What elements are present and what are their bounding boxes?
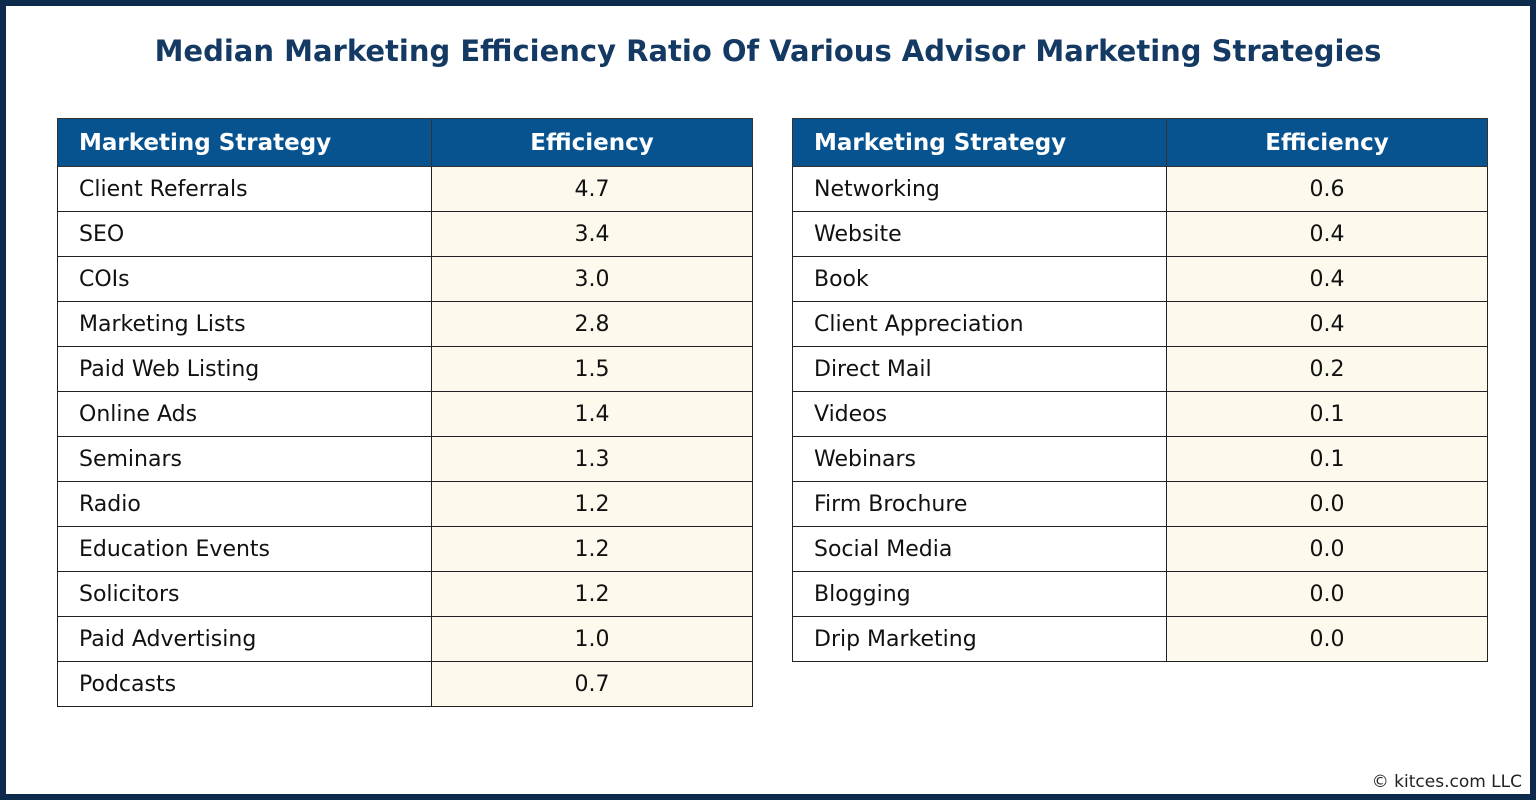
column-header-strategy: Marketing Strategy bbox=[792, 118, 1167, 167]
table-row: Webinars 0.1 bbox=[792, 436, 1488, 482]
table-row: Firm Brochure 0.0 bbox=[792, 481, 1488, 527]
efficiency-cell: 1.2 bbox=[431, 481, 753, 527]
efficiency-cell: 0.6 bbox=[1166, 166, 1488, 212]
strategy-cell: Webinars bbox=[792, 436, 1167, 482]
table-row: Blogging 0.0 bbox=[792, 571, 1488, 617]
table-row: Solicitors 1.2 bbox=[57, 571, 753, 617]
efficiency-cell: 1.5 bbox=[431, 346, 753, 392]
efficiency-cell: 1.0 bbox=[431, 616, 753, 662]
efficiency-cell: 1.2 bbox=[431, 571, 753, 617]
table-row: Videos 0.1 bbox=[792, 391, 1488, 437]
efficiency-cell: 0.1 bbox=[1166, 436, 1488, 482]
strategy-cell: Online Ads bbox=[57, 391, 432, 437]
efficiency-cell: 1.3 bbox=[431, 436, 753, 482]
column-header-efficiency: Efficiency bbox=[431, 118, 753, 167]
strategy-cell: Radio bbox=[57, 481, 432, 527]
strategy-cell: Blogging bbox=[792, 571, 1167, 617]
strategy-cell: Education Events bbox=[57, 526, 432, 572]
strategy-cell: Seminars bbox=[57, 436, 432, 482]
efficiency-cell: 0.0 bbox=[1166, 526, 1488, 572]
table-row: Radio 1.2 bbox=[57, 481, 753, 527]
table-row: Paid Advertising 1.0 bbox=[57, 616, 753, 662]
page-title: Median Marketing Efficiency Ratio Of Var… bbox=[154, 34, 1382, 68]
strategy-cell: Networking bbox=[792, 166, 1167, 212]
strategy-cell: Social Media bbox=[792, 526, 1167, 572]
efficiency-cell: 0.1 bbox=[1166, 391, 1488, 437]
strategy-cell: Paid Advertising bbox=[57, 616, 432, 662]
efficiency-cell: 0.0 bbox=[1166, 616, 1488, 662]
efficiency-cell: 4.7 bbox=[431, 166, 753, 212]
table-row: Direct Mail 0.2 bbox=[792, 346, 1488, 392]
efficiency-table-right: Marketing Strategy Efficiency Networking… bbox=[792, 118, 1488, 662]
efficiency-cell: 3.4 bbox=[431, 211, 753, 257]
table-row: Online Ads 1.4 bbox=[57, 391, 753, 437]
table-row: Networking 0.6 bbox=[792, 166, 1488, 212]
efficiency-cell: 0.2 bbox=[1166, 346, 1488, 392]
strategy-cell: Paid Web Listing bbox=[57, 346, 432, 392]
strategy-cell: Podcasts bbox=[57, 661, 432, 707]
table-row: Book 0.4 bbox=[792, 256, 1488, 302]
strategy-cell: Direct Mail bbox=[792, 346, 1167, 392]
strategy-cell: Marketing Lists bbox=[57, 301, 432, 347]
efficiency-cell: 0.0 bbox=[1166, 481, 1488, 527]
strategy-cell: SEO bbox=[57, 211, 432, 257]
efficiency-table-left: Marketing Strategy Efficiency Client Ref… bbox=[57, 118, 753, 707]
strategy-cell: Drip Marketing bbox=[792, 616, 1167, 662]
table-row: Podcasts 0.7 bbox=[57, 661, 753, 707]
table-row: Website 0.4 bbox=[792, 211, 1488, 257]
strategy-cell: Solicitors bbox=[57, 571, 432, 617]
table-row: Social Media 0.0 bbox=[792, 526, 1488, 572]
efficiency-cell: 1.2 bbox=[431, 526, 753, 572]
efficiency-cell: 3.0 bbox=[431, 256, 753, 302]
header-row: Marketing Strategy Efficiency bbox=[792, 118, 1488, 167]
efficiency-cell: 2.8 bbox=[431, 301, 753, 347]
table-row: Client Referrals 4.7 bbox=[57, 166, 753, 212]
header-row: Marketing Strategy Efficiency bbox=[57, 118, 753, 167]
strategy-cell: Videos bbox=[792, 391, 1167, 437]
efficiency-cell: 0.4 bbox=[1166, 211, 1488, 257]
efficiency-cell: 0.4 bbox=[1166, 256, 1488, 302]
strategy-cell: Client Appreciation bbox=[792, 301, 1167, 347]
table-row: Client Appreciation 0.4 bbox=[792, 301, 1488, 347]
table-row: Paid Web Listing 1.5 bbox=[57, 346, 753, 392]
table-row: Education Events 1.2 bbox=[57, 526, 753, 572]
column-header-efficiency: Efficiency bbox=[1166, 118, 1488, 167]
strategy-cell: Website bbox=[792, 211, 1167, 257]
strategy-cell: Firm Brochure bbox=[792, 481, 1167, 527]
strategy-cell: Client Referrals bbox=[57, 166, 432, 212]
strategy-cell: Book bbox=[792, 256, 1167, 302]
efficiency-cell: 0.0 bbox=[1166, 571, 1488, 617]
strategy-cell: COIs bbox=[57, 256, 432, 302]
efficiency-cell: 0.7 bbox=[431, 661, 753, 707]
table-row: COIs 3.0 bbox=[57, 256, 753, 302]
copyright-footer: © kitces.com LLC bbox=[1371, 772, 1522, 792]
efficiency-cell: 1.4 bbox=[431, 391, 753, 437]
table-row: SEO 3.4 bbox=[57, 211, 753, 257]
table-row: Drip Marketing 0.0 bbox=[792, 616, 1488, 662]
efficiency-cell: 0.4 bbox=[1166, 301, 1488, 347]
column-header-strategy: Marketing Strategy bbox=[57, 118, 432, 167]
table-row: Marketing Lists 2.8 bbox=[57, 301, 753, 347]
table-row: Seminars 1.3 bbox=[57, 436, 753, 482]
